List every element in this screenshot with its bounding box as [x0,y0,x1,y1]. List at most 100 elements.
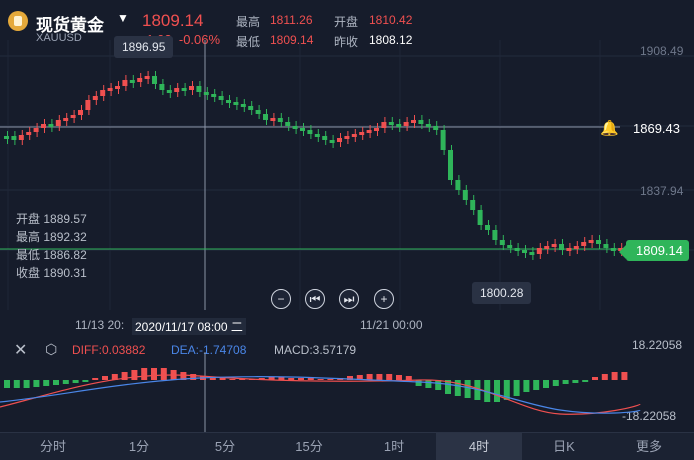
candle-body [551,244,557,247]
tab-1hour[interactable]: 1时 [383,439,405,454]
candle-body [4,136,9,139]
tab-timeshare[interactable]: 分时 [39,439,66,454]
candle-body [203,92,209,95]
macd-bar [366,374,373,380]
macd-bar [386,374,393,380]
macd-bar [62,380,69,384]
tab-1min[interactable]: 1分 [128,439,150,454]
tab-more[interactable]: 更多 [635,439,662,454]
candle-body [240,104,246,107]
candle-body [499,240,505,245]
macd-bar [611,372,618,380]
candle-body [307,130,313,134]
dea-line [0,376,641,414]
candle-body [492,230,498,240]
candle-body [92,96,98,100]
candle-body [522,250,527,253]
low-label: 最低 [236,35,261,49]
macd-bar [33,380,40,387]
ohlc-close-label: 收盘 [16,266,41,280]
candle-body [115,86,120,89]
ohlc-low: 最低 1886.82 [16,246,87,263]
close-icon[interactable]: ✕ [14,342,28,359]
tab-4hour[interactable]: 4时 [436,433,522,460]
macd-top-value: 18.22058 [632,338,683,352]
candle-body [381,122,387,128]
current-price: 1809.14 [142,11,204,30]
candle-body [300,128,305,131]
candle-body [418,120,424,124]
candle-body [137,78,143,82]
candle-body [440,130,446,150]
ohlc-open: 开盘 1889.57 [16,210,87,227]
candle-body [559,244,564,250]
macd-bar [445,380,451,394]
candle-body [292,126,298,129]
tab-daily[interactable]: 日K [553,439,575,454]
candle-body [448,150,453,180]
candle-body [48,124,54,127]
macd-bar [160,368,167,380]
candle-body [100,90,106,96]
candle-body [581,242,587,246]
zoom-in-button[interactable]: + [374,289,394,309]
bell-icon[interactable]: 🔔 [600,120,619,137]
instrument-symbol: XAUUSD [36,32,82,44]
candle-body [566,248,572,251]
ohlc-high: 最高 1892.32 [16,228,87,245]
candle-body [144,76,150,79]
ohlc-open-label: 开盘 [16,212,41,226]
candle-body [189,86,194,90]
macd-bar [347,376,353,380]
candle-body [411,120,416,123]
candle-body [226,100,231,103]
candle-body [359,132,365,135]
tab-15min[interactable]: 15分 [295,439,323,454]
candle-body [233,102,239,105]
candle-body [603,244,609,248]
macd-bar [53,380,59,385]
tab-5min[interactable]: 5分 [214,439,236,454]
ohlc-high-label: 最高 [16,230,41,244]
macd-bar [239,379,246,380]
candle-body [403,122,409,126]
macd-bar [151,368,157,380]
macd-bar [376,374,383,380]
interval-tab-bar: 分时 1分 5分 15分 1时 4时 日K 更多 [0,432,694,460]
candle-body [366,130,372,133]
step-back-button[interactable]: ⏮ [305,289,325,309]
high-value: 1811.26 [270,13,313,27]
candle-body [374,128,379,131]
macd-bar [278,377,285,380]
macd-bar [327,379,334,380]
settings-icon[interactable]: ⬡ [45,341,58,357]
candle-body [78,110,83,115]
step-forward-button[interactable]: ⏭ [339,289,359,309]
candle-body [263,114,268,120]
candle-body [270,118,276,121]
x-axis-tick-selected: 2020/11/17 08:00 二 [132,318,246,335]
candle-body [122,80,128,86]
macd-bar [533,380,540,390]
macd-bar [464,380,471,398]
macd-bar [111,374,118,380]
candle-body [396,124,402,127]
candlestick-chart[interactable] [0,40,694,310]
ohlc-close: 收盘 1890.31 [16,264,87,281]
low-value: 1809.14 [270,33,314,47]
candle-body [70,115,76,118]
ohlc-open-value: 1889.57 [43,212,87,226]
chevron-down-icon[interactable]: ▼ [117,11,129,25]
macd-bar [592,377,598,380]
macd-bar [141,368,148,380]
macd-chart[interactable] [0,352,694,432]
prev-close-label: 昨收 [334,35,359,49]
prev-close-value: 1808.12 [369,33,413,47]
zoom-out-button[interactable]: − [271,289,291,309]
instrument-title[interactable]: 现货黄金 [36,16,104,35]
macd-bar [43,380,50,386]
candle-body [596,240,601,244]
open-value: 1810.42 [369,13,413,27]
macd-bar [396,375,402,380]
macd-bar [454,380,461,396]
